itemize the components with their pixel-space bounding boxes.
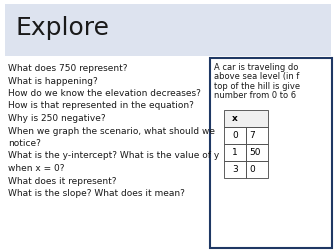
Text: A car is traveling do: A car is traveling do xyxy=(214,63,298,72)
Text: What does it represent?: What does it represent? xyxy=(8,176,117,185)
Text: when x = 0?: when x = 0? xyxy=(8,164,65,173)
Text: What is the y-intercept? What is the value of y: What is the y-intercept? What is the val… xyxy=(8,151,219,161)
Bar xyxy=(224,144,246,161)
Bar xyxy=(246,127,268,144)
Text: 50: 50 xyxy=(249,148,260,157)
Bar xyxy=(246,144,268,161)
Text: x: x xyxy=(232,114,238,123)
Text: When we graph the scenario, what should we: When we graph the scenario, what should … xyxy=(8,127,215,136)
Text: top of the hill is give: top of the hill is give xyxy=(214,82,300,91)
Text: 0: 0 xyxy=(232,131,238,140)
Bar xyxy=(246,161,268,178)
Text: notice?: notice? xyxy=(8,139,41,148)
Text: What is the slope? What does it mean?: What is the slope? What does it mean? xyxy=(8,189,185,198)
Text: above sea level (in f: above sea level (in f xyxy=(214,73,299,81)
Bar xyxy=(224,161,246,178)
Bar xyxy=(224,127,246,144)
Text: 7: 7 xyxy=(249,131,255,140)
Text: How is that represented in the equation?: How is that represented in the equation? xyxy=(8,102,194,110)
Bar xyxy=(5,4,331,56)
Text: number from 0 to 6: number from 0 to 6 xyxy=(214,91,296,101)
Bar xyxy=(210,58,332,248)
Bar xyxy=(224,110,268,127)
Text: Why is 250 negative?: Why is 250 negative? xyxy=(8,114,106,123)
Text: How do we know the elevation decreases?: How do we know the elevation decreases? xyxy=(8,89,201,98)
Text: Explore: Explore xyxy=(16,16,110,40)
Text: 0: 0 xyxy=(249,165,255,174)
Text: 1: 1 xyxy=(232,148,238,157)
Text: 3: 3 xyxy=(232,165,238,174)
Text: What is happening?: What is happening? xyxy=(8,77,98,85)
Text: What does 750 represent?: What does 750 represent? xyxy=(8,64,127,73)
